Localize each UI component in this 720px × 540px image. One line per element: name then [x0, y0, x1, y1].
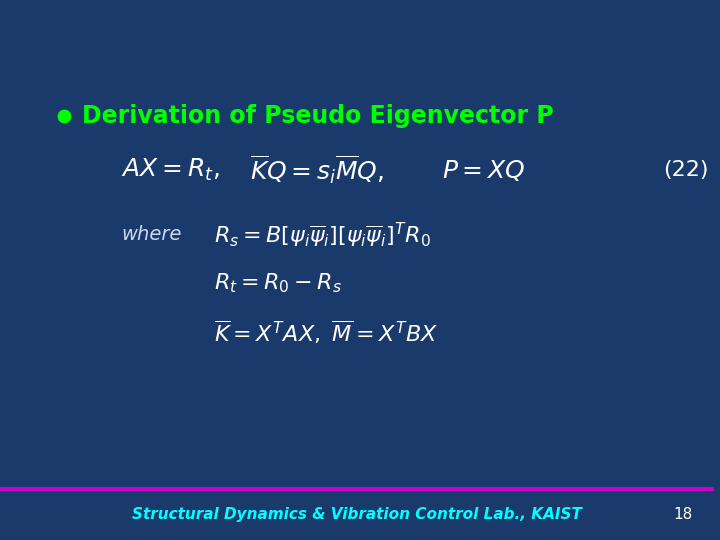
- Text: 18: 18: [673, 507, 692, 522]
- Text: Derivation of Pseudo Eigenvector P: Derivation of Pseudo Eigenvector P: [82, 104, 554, 128]
- Text: $R_s = B[\psi_i\overline{\psi}_i][\psi_i\overline{\psi}_i]^T R_0$: $R_s = B[\psi_i\overline{\psi}_i][\psi_i…: [214, 220, 431, 249]
- Text: Structural Dynamics & Vibration Control Lab., KAIST: Structural Dynamics & Vibration Control …: [132, 507, 582, 522]
- Text: $P = XQ$: $P = XQ$: [442, 158, 526, 183]
- Text: $\overline{K} = X^T AX,\ \overline{M} = X^T BX$: $\overline{K} = X^T AX,\ \overline{M} = …: [214, 319, 438, 346]
- Text: $AX = R_t,$: $AX = R_t,$: [121, 157, 220, 183]
- Text: where: where: [121, 225, 181, 245]
- Text: $R_t = R_0 - R_s$: $R_t = R_0 - R_s$: [214, 272, 342, 295]
- Text: $\overline{K}Q = s_i\overline{M}Q,$: $\overline{K}Q = s_i\overline{M}Q,$: [250, 154, 384, 186]
- Text: (22): (22): [664, 160, 709, 180]
